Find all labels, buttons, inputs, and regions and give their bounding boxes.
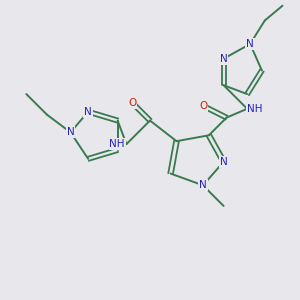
- Text: O: O: [128, 98, 136, 108]
- Text: NH: NH: [247, 104, 263, 114]
- Text: O: O: [199, 101, 207, 111]
- Text: N: N: [84, 107, 92, 117]
- Text: N: N: [220, 54, 227, 64]
- Text: N: N: [220, 157, 227, 167]
- Text: NH: NH: [110, 139, 125, 149]
- Text: N: N: [246, 39, 254, 49]
- Text: N: N: [67, 127, 74, 137]
- Text: N: N: [199, 180, 207, 190]
